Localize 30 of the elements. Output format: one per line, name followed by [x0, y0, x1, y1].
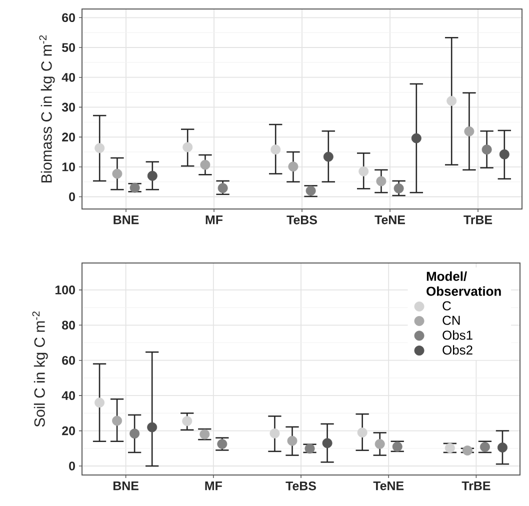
- x-tick-label: TeNE: [373, 482, 404, 490]
- y-axis-title: Biomass C in kg C m$^{-2}$: [39, 35, 55, 182]
- y-tick-label: 10: [62, 162, 75, 172]
- y-tick-label: 30: [62, 102, 75, 112]
- y-tick-label: 20: [62, 132, 75, 142]
- legend-title: Model/ Observation: [426, 271, 501, 296]
- legend-label: C: [442, 301, 451, 310]
- y-tick-label: 40: [62, 72, 75, 82]
- y-tick-label: 50: [62, 43, 75, 52]
- x-tick-label: TeNE: [374, 216, 405, 224]
- legend-label: Obs1: [442, 330, 472, 340]
- y-tick-label: 80: [62, 320, 75, 330]
- x-tick-label: MF: [206, 216, 223, 224]
- x-tick-label: TrBE: [462, 482, 490, 490]
- y-tick-label: 40: [62, 391, 75, 400]
- y-tick-label: 60: [62, 356, 75, 365]
- legend-label: Obs2: [442, 345, 472, 355]
- y-tick-label: 20: [62, 426, 75, 436]
- y-axis-title: Soil C in kg C m$^{-2}$: [32, 312, 48, 427]
- y-tick-label: 100: [55, 286, 75, 294]
- x-tick-label: MF: [205, 482, 222, 490]
- x-tick-label: BNE: [113, 482, 138, 490]
- legend-label: CN: [442, 316, 460, 325]
- x-tick-label: TeBS: [286, 216, 317, 224]
- y-tick-label: 0: [69, 462, 75, 470]
- x-tick-label: TrBE: [464, 216, 492, 224]
- y-tick-label: 60: [62, 13, 75, 22]
- x-tick-label: BNE: [114, 216, 139, 224]
- y-tick-label: 0: [69, 192, 75, 202]
- x-tick-label: TeBS: [286, 482, 316, 490]
